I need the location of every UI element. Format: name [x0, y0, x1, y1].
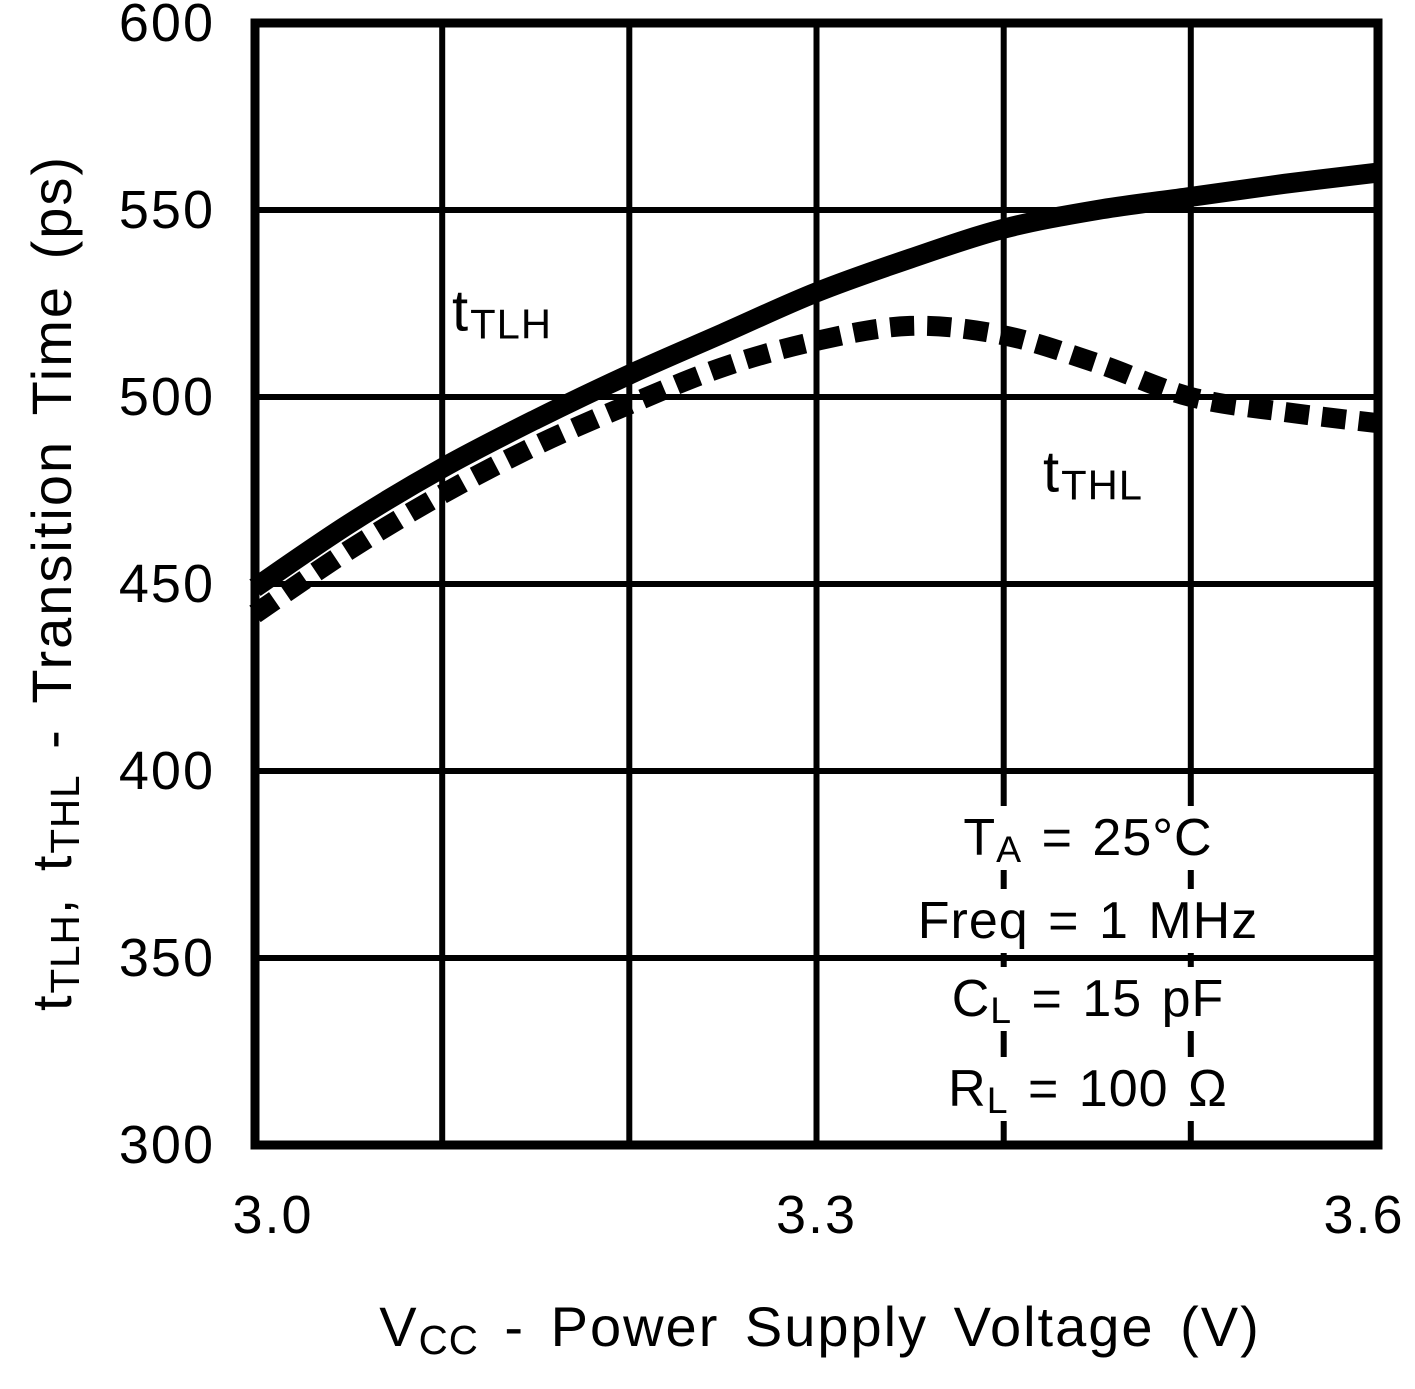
t-tlh-curve [249, 162, 1380, 596]
label-text: T [963, 809, 997, 867]
x-axis-title: VCC - Power Supply Voltage (V) [320, 1292, 1320, 1362]
label-text: = 25°C [1022, 809, 1213, 867]
label-text: = 100 Ω [1008, 1060, 1228, 1118]
y-tick-label: 500 [118, 367, 215, 427]
y-tick-label: 450 [118, 554, 215, 614]
t-thl-curve-label: tTHL [1043, 439, 1143, 509]
label-text: R [948, 1060, 987, 1118]
y-tick-label: 550 [118, 180, 215, 240]
x-tick-label: 3.3 [775, 1185, 858, 1245]
condition-ta: TA = 25°C [947, 806, 1229, 871]
condition-cl: CL = 15 pF [935, 967, 1241, 1032]
y-tick-label: 400 [118, 741, 215, 801]
x-tick-label: 3.0 [232, 1185, 314, 1245]
label-text: t [452, 278, 471, 344]
subscript-text: A [996, 828, 1023, 871]
t-thl-curve [249, 315, 1380, 623]
y-tick-label: 350 [118, 928, 215, 988]
label-text: V [379, 1295, 419, 1358]
label-text: - Transition Time (ps) [20, 154, 83, 775]
subscript-text: CC [418, 1317, 479, 1364]
label-text: t [1043, 439, 1062, 505]
label-text: , t [20, 853, 83, 915]
condition-freq: Freq = 1 MHz [901, 889, 1275, 953]
label-text: = 15 pF [1012, 970, 1225, 1028]
subscript-text: L [986, 1079, 1009, 1122]
subscript-text: THL [1061, 461, 1143, 509]
label-text: C [951, 970, 991, 1028]
condition-rl: RL = 100 Ω [932, 1057, 1244, 1121]
subscript-text: L [990, 989, 1013, 1032]
label-text: Freq = 1 MHz [917, 892, 1259, 950]
x-tick-label: 3.6 [1323, 1185, 1405, 1245]
t-tlh-curve-label: tTLH [452, 278, 552, 348]
y-tick-label: 300 [118, 1115, 215, 1175]
label-text: t [20, 993, 83, 1012]
subscript-text: TLH [470, 300, 552, 348]
y-tick-label: 600 [118, 0, 215, 53]
label-text: - Power Supply Voltage (V) [478, 1295, 1261, 1358]
